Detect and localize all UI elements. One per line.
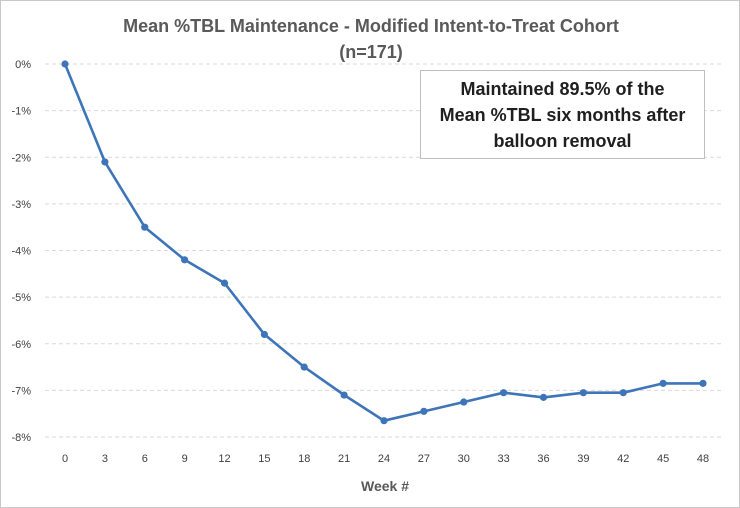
x-axis-tick-labels: 0 3 6 9 12 15 18 21 24 27 30 33 36 39 42 45 48 <box>62 453 709 465</box>
x-tick-label: 45 <box>657 453 669 465</box>
data-point <box>699 379 707 387</box>
x-tick-label: 39 <box>577 453 589 465</box>
x-tick-label: 42 <box>617 453 629 465</box>
chart-title-line-2: (n=171) <box>339 42 403 62</box>
y-tick-label: -3% <box>11 199 31 211</box>
data-point <box>420 407 428 415</box>
x-tick-label: 27 <box>418 453 430 465</box>
y-tick-label: -6% <box>11 339 31 351</box>
data-point <box>101 158 109 166</box>
x-tick-label: 33 <box>498 453 510 465</box>
data-point <box>500 389 508 397</box>
y-axis-tick-labels: 0% -1% -2% -3% -4% -5% -6% -7% -8% <box>11 59 31 444</box>
y-tick-label: -5% <box>11 292 31 304</box>
chart-title-line-1: Mean %TBL Maintenance - Modified Intent-… <box>123 16 619 36</box>
x-tick-label: 21 <box>338 453 350 465</box>
data-point <box>579 389 587 397</box>
data-point <box>61 60 69 68</box>
data-point <box>220 279 229 287</box>
x-tick-label: 15 <box>258 453 270 465</box>
y-tick-label: -2% <box>11 152 31 164</box>
x-tick-label: 18 <box>298 453 310 465</box>
x-tick-label: 9 <box>182 453 188 465</box>
data-point <box>460 398 468 406</box>
x-tick-label: 36 <box>537 453 549 465</box>
x-tick-label: 0 <box>62 453 68 465</box>
data-point <box>619 389 627 397</box>
y-tick-label: -1% <box>11 106 31 118</box>
y-tick-label: 0% <box>15 59 31 71</box>
annotation-box: Maintained 89.5% of the Mean %TBL six mo… <box>420 70 705 159</box>
x-axis-title: Week # <box>361 478 409 494</box>
data-point <box>300 363 308 371</box>
data-point <box>141 223 149 231</box>
y-tick-label: -7% <box>11 385 31 397</box>
x-tick-label: 24 <box>378 453 390 465</box>
data-point <box>380 417 388 425</box>
data-point <box>539 393 548 401</box>
annotation-text: Maintained 89.5% of the Mean %TBL six mo… <box>439 78 686 151</box>
gridlines <box>45 63 723 438</box>
data-point <box>181 256 189 264</box>
data-point <box>260 330 268 339</box>
x-tick-label: 6 <box>142 453 148 465</box>
x-tick-label: 12 <box>218 453 230 465</box>
y-tick-label: -4% <box>11 246 31 258</box>
x-tick-label: 48 <box>697 453 709 465</box>
series-layer <box>61 60 707 425</box>
data-point <box>340 391 348 399</box>
x-tick-label: 30 <box>458 453 470 465</box>
x-tick-label: 3 <box>102 453 108 465</box>
y-tick-label: -8% <box>11 432 31 444</box>
data-point <box>659 379 667 387</box>
